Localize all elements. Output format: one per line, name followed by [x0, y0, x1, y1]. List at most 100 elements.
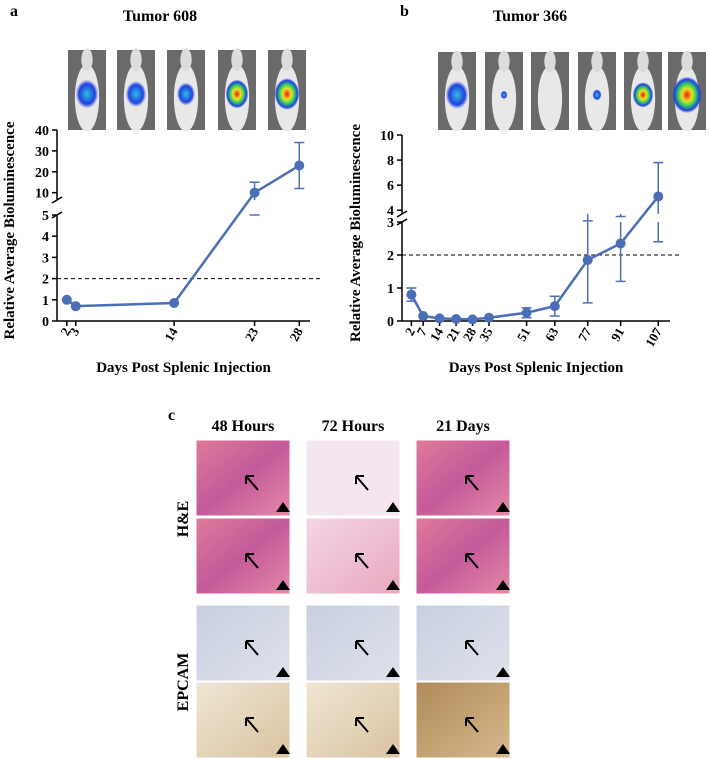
micrograph — [305, 439, 401, 517]
data-point — [582, 254, 593, 265]
column-header: 72 Hours — [322, 418, 385, 435]
x-tick-label: 35 — [476, 325, 496, 344]
arrowhead-marker — [386, 580, 400, 590]
signal — [75, 79, 99, 109]
micrograph — [415, 439, 511, 517]
mouse-head — [231, 48, 243, 71]
signal — [500, 90, 508, 100]
row-label: H&E — [175, 501, 192, 537]
x-tick-label: 63 — [542, 325, 562, 344]
x-tick-label: 28 — [286, 325, 306, 344]
x-tick-label: 14 — [161, 325, 181, 344]
imaging-strip — [68, 48, 706, 132]
mouse-head — [637, 50, 649, 73]
panel-label: c — [168, 407, 175, 424]
data-point — [615, 238, 626, 249]
micrograph — [305, 681, 401, 759]
micrograph — [415, 517, 511, 595]
arrow — [465, 640, 479, 656]
arrow — [245, 475, 259, 491]
signal — [672, 76, 702, 114]
signal — [632, 82, 654, 108]
x-tick-label: 91 — [608, 325, 627, 344]
signal — [176, 82, 196, 106]
arrow — [465, 475, 479, 491]
axis-break — [396, 210, 408, 218]
arrowhead-marker — [386, 744, 400, 754]
mouse-body — [537, 66, 563, 132]
mouse-head — [130, 48, 142, 71]
mouse-head — [544, 50, 556, 73]
panel-label: a — [10, 3, 18, 20]
signal — [592, 89, 602, 101]
chart-title: Tumor 608 — [123, 8, 197, 25]
arrow — [245, 553, 259, 569]
arrow — [245, 717, 259, 733]
y-tick-label: 3 — [42, 251, 49, 266]
data-point — [451, 314, 462, 325]
x-tick-label: 21 — [443, 325, 462, 344]
column-header: 21 Days — [436, 418, 490, 435]
arrowhead-marker — [496, 502, 510, 512]
data-point — [434, 313, 445, 324]
data-point — [521, 307, 532, 318]
y-tick-label: 0 — [42, 315, 49, 330]
micrograph — [195, 681, 291, 759]
data-point — [70, 301, 81, 312]
y-axis-label: Relative Average Bioluminescence — [348, 124, 364, 342]
chart-title: Tumor 366 — [493, 8, 567, 25]
data-point — [249, 187, 260, 198]
mouse-head — [180, 48, 192, 71]
data-point — [61, 294, 72, 305]
micrograph — [415, 604, 511, 682]
micrograph — [415, 681, 511, 759]
arrow — [355, 553, 369, 569]
y-tick-label: 3 — [387, 216, 394, 231]
micrograph — [195, 517, 291, 595]
arrow — [355, 717, 369, 733]
data-point — [483, 312, 494, 323]
mouse-head — [498, 50, 510, 73]
arrowhead-marker — [496, 667, 510, 677]
row-label: EPCAM — [175, 653, 192, 712]
y-tick-label: 8 — [387, 154, 394, 169]
x-axis-label: Days Post Splenic Injection — [449, 360, 624, 376]
signal — [125, 81, 147, 107]
y-tick-label: 4 — [42, 230, 49, 245]
data-point — [418, 311, 429, 322]
y-tick-label: 10 — [380, 129, 394, 144]
y-tick-label: 30 — [35, 145, 49, 160]
y-tick-label: 40 — [35, 124, 49, 139]
mouse-head — [281, 48, 293, 71]
arrowhead-marker — [276, 744, 290, 754]
micrograph — [195, 604, 291, 682]
data-point — [653, 191, 664, 202]
panel-label: b — [400, 3, 409, 20]
axis-break — [51, 196, 63, 204]
arrowhead-marker — [386, 667, 400, 677]
micrograph — [305, 517, 401, 595]
y-tick-label: 20 — [35, 166, 49, 181]
mouse-head — [681, 50, 693, 73]
arrowhead-marker — [496, 744, 510, 754]
arrowhead-marker — [386, 502, 400, 512]
arrowhead-marker — [276, 667, 290, 677]
y-tick-label: 2 — [387, 249, 394, 264]
x-axis-label: Days Post Splenic Injection — [96, 360, 271, 376]
y-axis-label: Relative Average Bioluminescence — [2, 121, 18, 339]
mouse-head — [451, 50, 463, 73]
y-tick-label: 4 — [387, 204, 394, 219]
data-point — [467, 314, 478, 325]
arrow — [355, 640, 369, 656]
column-header: 48 Hours — [212, 418, 275, 435]
arrowhead-marker — [276, 502, 290, 512]
mouse-head — [81, 48, 93, 71]
arrow — [465, 553, 479, 569]
x-tick-label: 51 — [514, 325, 533, 344]
arrowhead-marker — [276, 580, 290, 590]
y-tick-label: 1 — [42, 294, 49, 309]
x-tick-label: 23 — [242, 325, 262, 344]
arrow — [245, 640, 259, 656]
mouse-head — [591, 50, 603, 73]
